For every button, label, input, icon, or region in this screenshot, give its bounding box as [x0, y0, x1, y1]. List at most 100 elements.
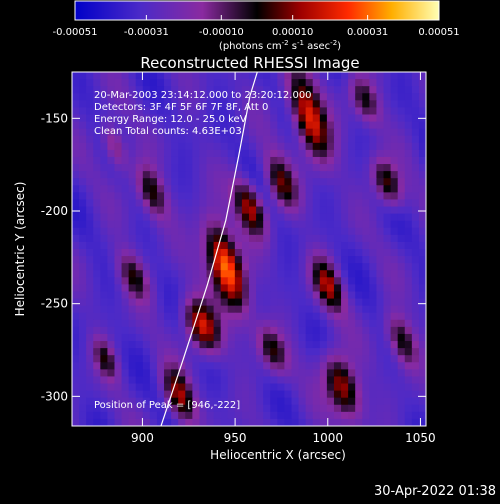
heatmap-cell: [192, 213, 200, 222]
heatmap-cell: [206, 319, 215, 328]
heatmap-cell: [213, 121, 222, 130]
heatmap-cell: [171, 411, 179, 420]
heatmap-cell: [156, 241, 165, 250]
heatmap-cell: [156, 220, 165, 229]
heatmap-cell: [249, 390, 257, 399]
heatmap-cell: [376, 192, 385, 200]
heatmap-cell: [305, 348, 314, 356]
heatmap-cell: [404, 263, 413, 271]
heatmap-cell: [93, 390, 101, 399]
heatmap-cell: [362, 284, 370, 292]
heatmap-cell: [192, 227, 200, 236]
heatmap-cell: [93, 326, 101, 335]
heatmap-cell: [107, 114, 115, 123]
heatmap-cell: [284, 149, 292, 158]
heatmap-cell: [156, 199, 165, 208]
heatmap-cell: [227, 305, 236, 314]
heatmap-cell: [199, 227, 208, 236]
heatmap-cell: [171, 107, 179, 115]
heatmap-cell: [362, 199, 370, 208]
heatmap-cell: [397, 227, 406, 236]
heatmap-cell: [178, 185, 186, 193]
heatmap-cell: [418, 128, 426, 137]
y-tick-label: -250: [41, 297, 68, 311]
heatmap-cell: [411, 418, 420, 426]
heatmap-cell: [355, 114, 363, 123]
heatmap-cell: [376, 79, 385, 87]
heatmap-cell: [185, 298, 193, 307]
heatmap-cell: [418, 348, 426, 356]
heatmap-cell: [156, 277, 165, 285]
heatmap-cell: [341, 341, 349, 349]
heatmap-cell: [298, 192, 307, 200]
heatmap-cell: [270, 213, 278, 222]
heatmap-cell: [355, 397, 363, 406]
heatmap-cell: [206, 284, 215, 292]
heatmap-cell: [390, 192, 399, 200]
heatmap-cell: [312, 100, 321, 108]
heatmap-cell: [213, 213, 222, 222]
heatmap-cell: [206, 142, 215, 151]
colorbar-gradient: [74, 0, 440, 21]
heatmap-cell: [72, 220, 80, 229]
heatmap-cell: [199, 277, 208, 285]
heatmap-cell: [227, 114, 236, 123]
heatmap-cell: [121, 277, 130, 285]
heatmap-cell: [418, 164, 426, 172]
heatmap-cell: [362, 79, 370, 87]
heatmap-cell: [185, 234, 193, 243]
heatmap-cell: [171, 263, 179, 271]
heatmap-cell: [326, 277, 335, 285]
heatmap-cell: [72, 86, 80, 94]
heatmap-cell: [192, 404, 200, 413]
heatmap-cell: [383, 164, 392, 172]
heatmap-cell: [298, 185, 307, 193]
heatmap-cell: [362, 298, 370, 307]
heatmap-cell: [390, 241, 399, 250]
heatmap-cell: [326, 305, 335, 314]
heatmap-cell: [305, 206, 314, 215]
heatmap-cell: [270, 256, 278, 264]
heatmap-cell: [171, 284, 179, 292]
heatmap-cell: [411, 369, 420, 377]
heatmap-cell: [220, 149, 229, 158]
heatmap-cell: [121, 164, 130, 172]
heatmap-cell: [72, 305, 80, 314]
heatmap-cell: [298, 171, 307, 179]
heatmap-cell: [79, 298, 87, 307]
heatmap-cell: [277, 79, 285, 87]
heatmap-cell: [284, 291, 292, 300]
heatmap-cell: [192, 206, 200, 215]
heatmap-cell: [291, 86, 300, 94]
heatmap-cell: [100, 86, 108, 94]
heatmap-cell: [333, 319, 342, 328]
heatmap-cell: [121, 142, 130, 151]
heatmap-cell: [376, 333, 385, 342]
heatmap-cell: [128, 376, 137, 385]
heatmap-cell: [291, 185, 300, 193]
heatmap-cell: [171, 227, 179, 236]
heatmap-cell: [341, 206, 349, 215]
heatmap-cell: [341, 305, 349, 314]
heatmap-cell: [199, 376, 208, 385]
heatmap-cell: [333, 341, 342, 349]
heatmap-cell: [164, 135, 172, 144]
heatmap-cell: [383, 114, 392, 123]
heatmap-cell: [404, 362, 413, 370]
heatmap-cell: [107, 192, 115, 200]
heatmap-cell: [234, 220, 243, 229]
heatmap-cell: [142, 93, 151, 101]
heatmap-cell: [93, 411, 101, 420]
heatmap-cell: [164, 128, 172, 137]
heatmap-cell: [326, 79, 335, 87]
heatmap-cell: [418, 319, 426, 328]
heatmap-cell: [298, 178, 307, 186]
heatmap-cell: [256, 341, 264, 349]
heatmap-cell: [86, 270, 94, 278]
heatmap-cell: [376, 142, 385, 151]
heatmap-cell: [404, 241, 413, 250]
heatmap-cell: [249, 171, 257, 179]
heatmap-cell: [369, 291, 377, 300]
heatmap-cell: [284, 114, 292, 123]
heatmap-cell: [206, 227, 215, 236]
